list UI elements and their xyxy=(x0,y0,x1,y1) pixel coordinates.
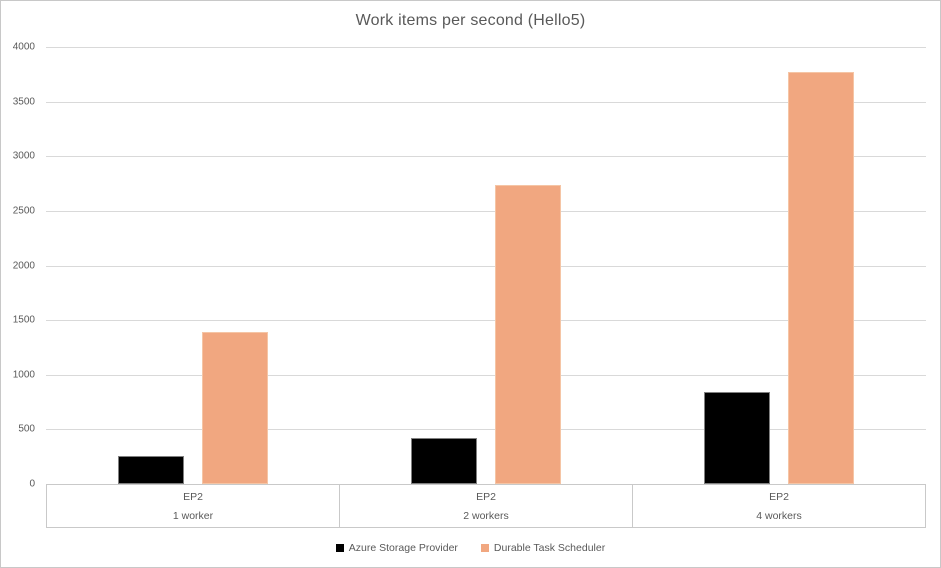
gridline xyxy=(46,265,926,267)
chart-title: Work items per second (Hello5) xyxy=(355,12,586,29)
y-axis-tick-label: 2000 xyxy=(12,260,35,271)
plot-area xyxy=(46,47,926,485)
category-axis: EP2 1 worker EP2 2 workers EP2 4 workers xyxy=(46,484,926,528)
y-axis-tick-label: 2500 xyxy=(12,205,35,217)
category-primary-label: EP2 xyxy=(183,491,203,503)
category-secondary-label: 1 worker xyxy=(172,509,214,522)
y-axis-tick-label: 3000 xyxy=(12,150,35,162)
category-group: EP2 1 worker xyxy=(46,485,339,527)
y-axis: 0 500 1000 1500 2000 2500 3000 3500 4000 xyxy=(1,42,35,490)
bar-durable-task-scheduler xyxy=(495,185,561,484)
legend-label: Azure Storage Provider xyxy=(348,542,458,554)
gridline xyxy=(46,374,926,376)
legend-item: Durable Task Scheduler xyxy=(480,542,606,554)
category-group: EP2 4 workers xyxy=(632,485,925,527)
gridline xyxy=(46,101,926,103)
category-primary-label: EP2 xyxy=(476,491,496,503)
gridline xyxy=(46,47,926,48)
gridline xyxy=(46,429,926,431)
legend-item: Azure Storage Provider xyxy=(335,542,458,554)
bar-durable-task-scheduler xyxy=(788,72,855,484)
y-axis-tick-label: 1500 xyxy=(12,314,35,326)
bar-azure-storage-provider xyxy=(117,455,184,484)
category-secondary-label: 2 workers xyxy=(463,509,509,522)
bar-azure-storage-provider xyxy=(704,391,771,484)
legend: Azure Storage Provider Durable Task Sched… xyxy=(1,539,940,557)
y-axis-tick-label: 1000 xyxy=(12,369,35,381)
gridline xyxy=(46,320,926,322)
category-secondary-label: 4 workers xyxy=(756,509,802,522)
gridline xyxy=(46,210,926,212)
category-group: EP2 2 workers xyxy=(339,485,632,527)
legend-label: Durable Task Scheduler xyxy=(493,542,606,554)
legend-swatch-icon xyxy=(335,544,344,552)
y-axis-tick-label: 4000 xyxy=(12,41,35,53)
y-axis-tick-label: 0 xyxy=(29,478,35,490)
y-axis-tick-label: 3500 xyxy=(12,96,35,108)
category-primary-label: EP2 xyxy=(769,491,789,503)
y-axis-tick-label: 500 xyxy=(18,423,35,435)
legend-swatch-icon xyxy=(480,544,489,552)
bar-durable-task-scheduler xyxy=(201,332,268,484)
bar-azure-storage-provider xyxy=(411,438,477,484)
gridline xyxy=(46,156,926,158)
